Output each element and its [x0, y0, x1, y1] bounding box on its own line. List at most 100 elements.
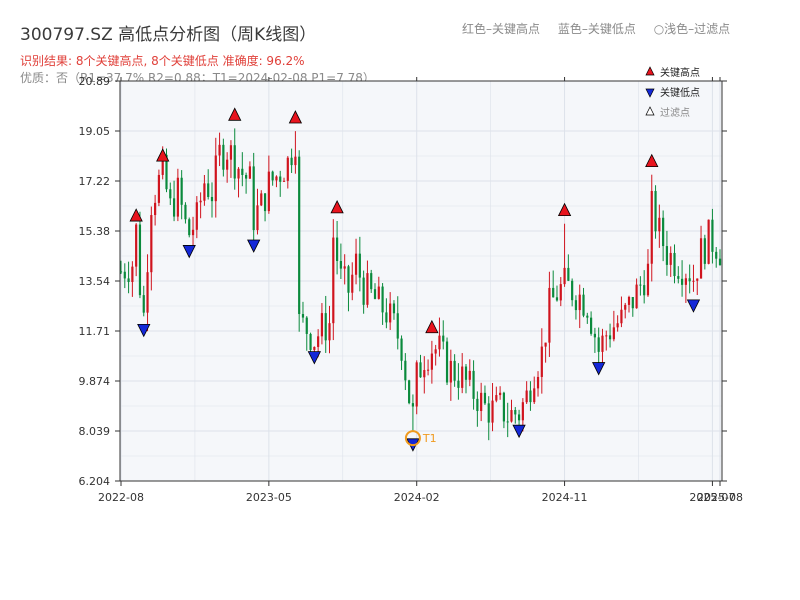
candle-body — [366, 273, 369, 305]
x-tick-label: 2024-02 — [394, 491, 440, 504]
candle-body — [423, 370, 426, 378]
candle-body — [131, 266, 134, 283]
candle-body — [559, 284, 562, 301]
chart-title: 300797.SZ 高低点分析图（周K线图） — [20, 25, 317, 45]
candle-body — [631, 296, 634, 309]
key-low-marker — [307, 351, 321, 365]
candle-body — [263, 193, 267, 212]
candle-body — [627, 296, 631, 305]
key-high-marker — [425, 319, 439, 334]
key-low-marker — [592, 362, 606, 376]
candle-body — [658, 217, 661, 232]
y-tick-label: 11.71 — [79, 325, 111, 338]
candle-body — [552, 287, 555, 298]
candle-body — [305, 317, 308, 334]
y-tick-label: 13.54 — [79, 275, 111, 288]
candle-body — [267, 171, 270, 212]
key-high-marker — [557, 202, 572, 217]
candle-body — [286, 157, 289, 181]
candle-body — [590, 317, 593, 334]
legend-label: 关键高点 — [660, 66, 700, 79]
candle-body — [548, 287, 551, 343]
candle-body — [332, 237, 335, 324]
candle-body — [226, 159, 229, 170]
candle-body — [692, 280, 695, 282]
candle-body — [343, 266, 346, 269]
key-high-marker — [645, 153, 659, 168]
candle-body — [138, 224, 142, 296]
candle-body — [574, 300, 578, 311]
candle-body — [275, 176, 278, 181]
candle-body — [464, 366, 468, 380]
candle-body — [699, 238, 703, 279]
t1-circle — [404, 430, 421, 447]
candle-body — [662, 217, 665, 247]
candle-body — [180, 177, 183, 205]
candle-body — [555, 297, 559, 301]
candle-body — [540, 346, 543, 377]
candle-body — [389, 303, 392, 323]
candle-body — [237, 168, 240, 179]
candle-body — [195, 202, 198, 230]
candle-body — [711, 219, 714, 252]
candle-body — [517, 414, 521, 421]
candle-body — [529, 390, 532, 403]
candle-body — [339, 260, 342, 269]
candle-body — [544, 342, 547, 347]
candle-body — [290, 157, 293, 166]
candle-body — [351, 274, 354, 293]
candle-body — [210, 196, 214, 202]
candle-body — [381, 286, 384, 313]
x-tick-label: 2025-08 — [697, 491, 743, 504]
candle-body — [309, 333, 312, 350]
candle-body — [468, 370, 471, 380]
candle-body — [245, 175, 248, 179]
candle-body — [260, 193, 263, 206]
x-tick-label: 2025-07 — [689, 491, 735, 504]
key-high-marker — [228, 107, 242, 121]
legend-marker — [645, 106, 655, 116]
candle-body — [157, 174, 161, 203]
candle-body — [514, 410, 517, 415]
candle-body — [703, 238, 706, 264]
candle-body — [248, 166, 251, 179]
candle-body — [214, 155, 217, 202]
candle-body — [525, 390, 528, 403]
legend-marker — [645, 88, 655, 98]
legend-marker — [645, 66, 655, 76]
candle-body — [654, 190, 657, 232]
x-tick-label: 2024-11 — [542, 491, 588, 504]
candle-body — [616, 323, 619, 328]
candle-body — [370, 273, 373, 290]
candle-body — [643, 285, 646, 296]
candle-body — [127, 278, 130, 283]
candle-body — [442, 335, 445, 342]
candle-body — [154, 202, 157, 216]
candle-body — [373, 289, 377, 299]
candle-body — [354, 253, 358, 275]
candle-body — [483, 392, 487, 404]
candle-body — [176, 177, 179, 217]
candle-body — [673, 252, 676, 277]
candle-body — [415, 362, 418, 407]
y-tick-label: 17.22 — [79, 175, 111, 188]
candle-body — [335, 237, 339, 261]
candle-body — [377, 286, 380, 299]
candle-body — [696, 278, 699, 281]
candle-body — [521, 402, 524, 421]
candle-body — [298, 156, 301, 315]
candle-body — [445, 341, 449, 383]
candle-body — [191, 229, 195, 236]
y-tick-label: 15.38 — [79, 225, 111, 238]
candle-body — [404, 360, 407, 381]
key-high-marker — [129, 208, 143, 222]
candle-body — [597, 337, 600, 352]
y-tick-label: 19.05 — [79, 125, 111, 138]
candle-body — [188, 219, 191, 236]
candle-body — [495, 395, 498, 401]
candle-body — [271, 171, 274, 181]
candle-body — [650, 190, 653, 264]
x-tick-label: 2022-08 — [98, 491, 144, 504]
candle-body — [487, 403, 490, 423]
candle-body — [707, 219, 710, 264]
